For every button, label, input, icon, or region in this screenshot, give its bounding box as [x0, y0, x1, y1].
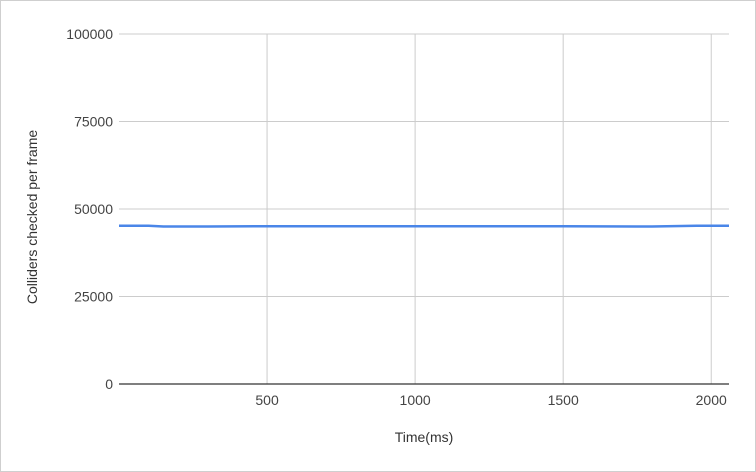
x-tick-label: 1000	[400, 392, 431, 408]
y-tick-label: 75000	[74, 114, 113, 130]
x-tick-label: 1500	[548, 392, 579, 408]
grid-layer	[119, 33, 729, 384]
x-tick-label: 2000	[696, 392, 727, 408]
series-layer	[119, 224, 729, 228]
series-line	[119, 224, 729, 228]
y-tick-label: 0	[105, 376, 113, 392]
tick-layer: 0 25000 50000 75000 100000 500 1000 1500 2000	[66, 26, 727, 408]
y-tick-label: 100000	[66, 26, 113, 42]
x-axis-title: Time(ms)	[395, 429, 454, 445]
y-tick-label: 50000	[74, 201, 113, 217]
x-tick-label: 500	[255, 392, 279, 408]
y-tick-label: 25000	[74, 289, 113, 305]
y-axis-title: Colliders checked per frame	[24, 130, 40, 305]
